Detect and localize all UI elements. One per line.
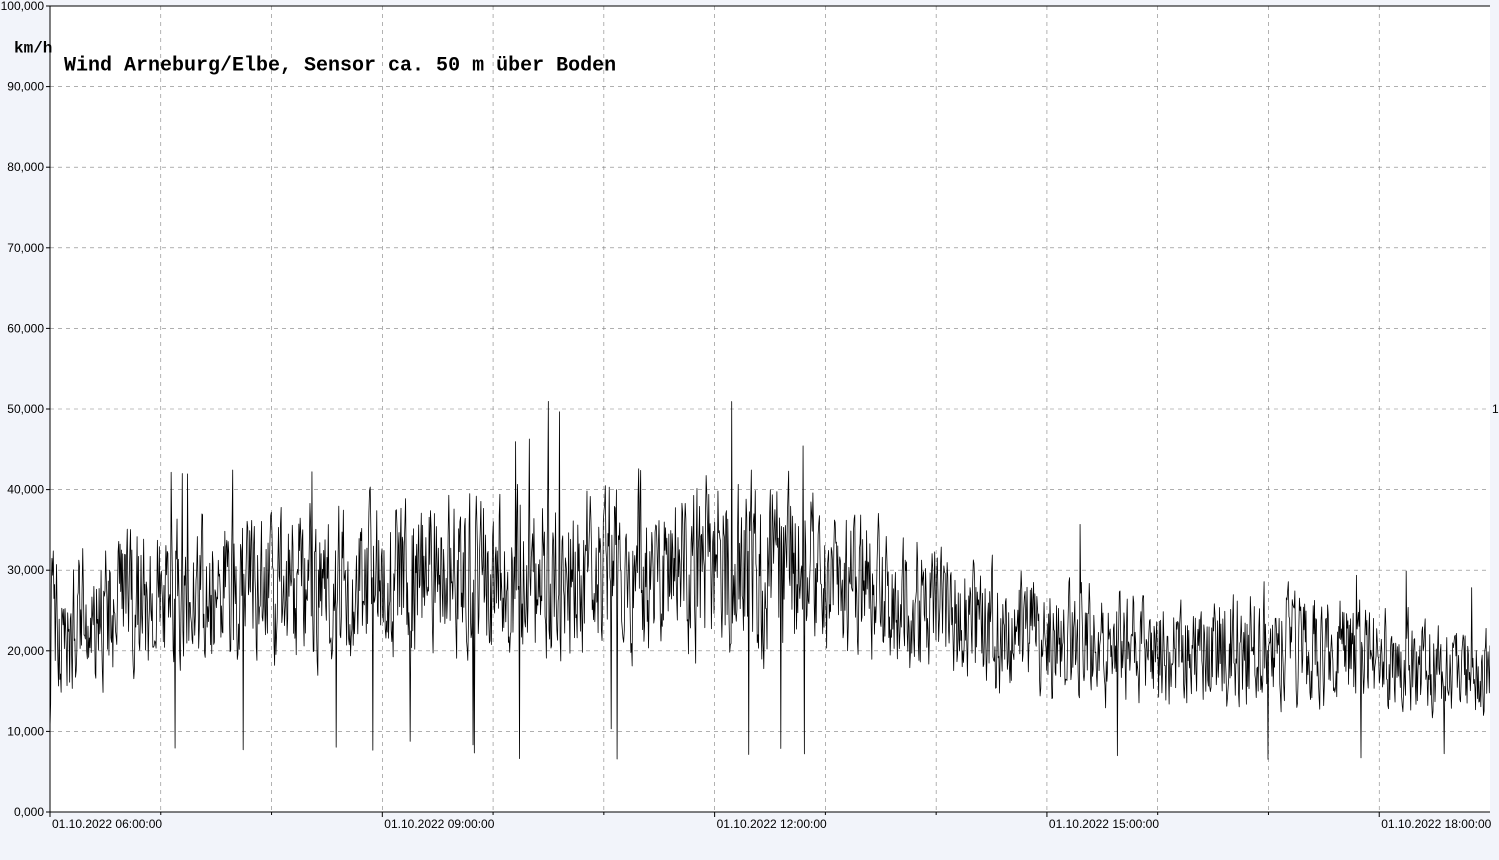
y-tick-label: 20,000 — [7, 644, 44, 658]
y-tick-label: 70,000 — [7, 241, 44, 255]
y-tick-label: 50,000 — [7, 402, 44, 416]
chart-svg: 0,000 10,000 20,000 30,000 40,000 50,000 60,00… — [0, 0, 1499, 860]
x-tick-label: 01.10.2022 12:00:00 — [717, 817, 827, 831]
x-tick-label: 01.10.2022 15:00:00 — [1049, 817, 1159, 831]
y-tick-label: 30,000 — [7, 563, 44, 577]
y-tick-label: 0,000 — [14, 805, 44, 819]
right-edge-label: 17 — [1492, 402, 1499, 416]
y-tick-label: 60,000 — [7, 321, 44, 335]
y-tick-label: 40,000 — [7, 483, 44, 497]
y-tick-label: 10,000 — [7, 724, 44, 738]
wind-chart: 0,000 10,000 20,000 30,000 40,000 50,000 60,00… — [0, 0, 1499, 860]
x-tick-label: 01.10.2022 18:00:00 — [1381, 817, 1491, 831]
y-axis-unit-label: km/h — [14, 39, 52, 57]
x-tick-label: 01.10.2022 09:00:00 — [384, 817, 494, 831]
y-tick-label: 80,000 — [7, 160, 44, 174]
x-tick-label: 01.10.2022 06:00:00 — [52, 817, 162, 831]
y-tick-label: 90,000 — [7, 80, 44, 94]
chart-title: Wind Arneburg/Elbe, Sensor ca. 50 m über… — [64, 54, 616, 77]
y-tick-label: 100,000 — [1, 0, 45, 13]
